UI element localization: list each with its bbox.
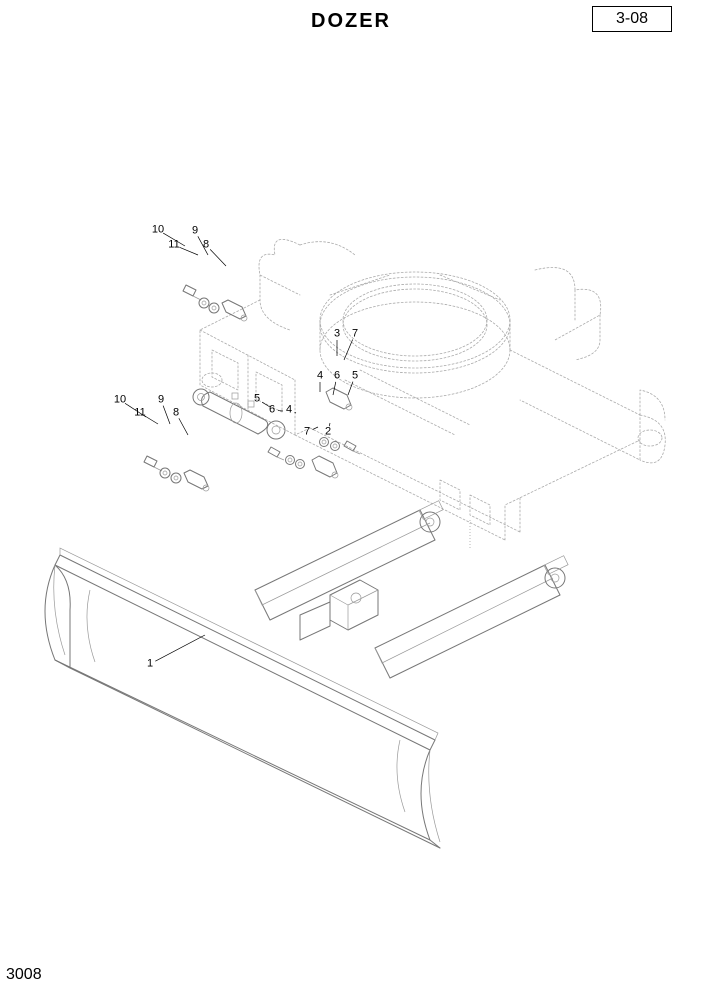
callout-7a: 7: [352, 329, 358, 340]
leader-11a: [180, 247, 198, 255]
callout-1: 1: [147, 659, 153, 670]
callout-8a: 8: [203, 240, 209, 251]
leader-5b: [348, 382, 353, 395]
leader-lines: [125, 233, 353, 661]
callout-10b: 10: [114, 395, 126, 406]
callout-11b: 11: [134, 408, 145, 419]
leader-11b: [145, 416, 158, 424]
dozer-blade: [45, 501, 568, 848]
fasteners-upper-left: [183, 285, 247, 321]
leader-1: [155, 635, 205, 661]
callout-7b: 7: [304, 427, 310, 438]
leader-7a: [344, 340, 353, 360]
callout-3: 3: [334, 329, 340, 340]
callout-9a: 9: [192, 226, 198, 237]
leader-8b: [179, 418, 188, 435]
callout-6b: 6: [269, 405, 275, 416]
page: DOZER 3-08 3008: [0, 0, 702, 992]
callout-4a: 4: [317, 371, 323, 382]
footer-code: 3008: [6, 966, 42, 984]
callout-5b: 5: [352, 371, 358, 382]
callout-8b: 8: [173, 408, 179, 419]
page-title: DOZER: [311, 10, 391, 33]
leader-7b: [312, 427, 318, 430]
callout-2: 2: [325, 427, 331, 438]
callout-11a: 11: [168, 240, 179, 251]
callout-5a: 5: [254, 394, 260, 405]
exploded-diagram: 10119837465564721011981: [0, 50, 702, 950]
leader-8a: [210, 249, 226, 266]
section-code-box: 3-08: [592, 6, 672, 32]
diagram-svg: [0, 50, 702, 950]
callout-10a: 10: [152, 225, 164, 236]
frame-context: [200, 239, 665, 540]
fasteners-lower-left: [144, 456, 209, 491]
callout-6a: 6: [334, 371, 340, 382]
leader-9b: [163, 406, 170, 424]
callout-9b: 9: [158, 395, 164, 406]
callout-4b: 4: [286, 405, 292, 416]
